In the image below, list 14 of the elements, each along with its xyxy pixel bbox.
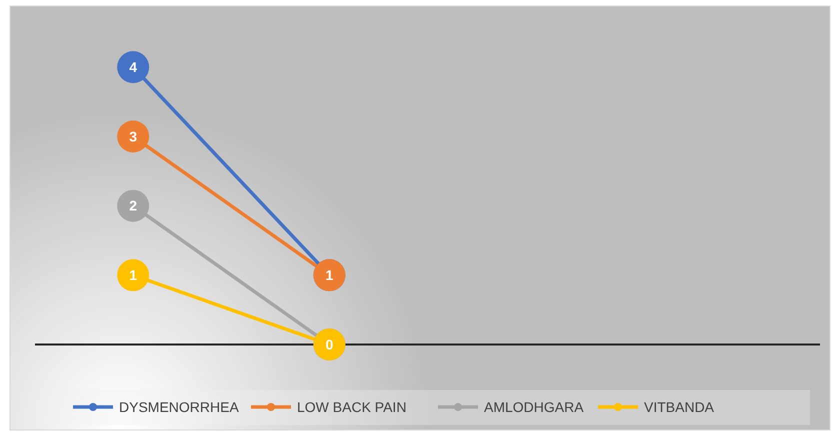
data-label: 0 (325, 336, 334, 352)
data-label: 3 (129, 128, 138, 144)
legend-label: DYSMENORRHEA (119, 398, 240, 415)
data-label: 2 (129, 198, 138, 214)
point (117, 259, 150, 292)
data-label: 4 (129, 59, 138, 76)
point (117, 190, 150, 222)
point (117, 120, 150, 152)
data-label: 1 (325, 267, 334, 284)
legend-label: AMLODHGARA (484, 398, 584, 415)
legend-label: VITBANDA (644, 398, 715, 415)
data-label: 1 (129, 267, 138, 284)
point (117, 51, 150, 84)
legend-label: LOW BACK PAIN (297, 398, 406, 415)
